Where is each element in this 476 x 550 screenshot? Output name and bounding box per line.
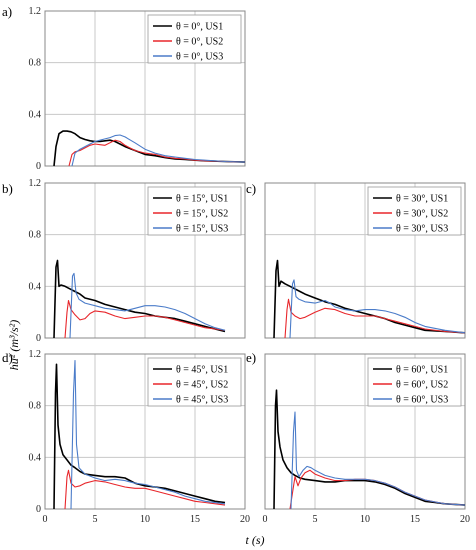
y-tick-label: 0.4 bbox=[29, 452, 42, 463]
y-tick-label: 0 bbox=[36, 504, 41, 515]
plot-frame bbox=[44, 182, 246, 339]
series-line-3 bbox=[71, 134, 246, 167]
y-tick-label: 1.2 bbox=[29, 178, 42, 189]
series-line-1 bbox=[273, 259, 466, 339]
x-tick-label: 10 bbox=[140, 514, 150, 525]
series-line-2 bbox=[284, 298, 466, 339]
legend: θ = 15°, US1 θ = 15°, US2 θ = 15°, US3 bbox=[147, 186, 242, 236]
x-tick-label: 5 bbox=[313, 514, 318, 525]
panel-letter: a) bbox=[2, 4, 12, 19]
series-line-3 bbox=[70, 359, 226, 510]
plot-frame bbox=[44, 353, 246, 510]
plot-frame bbox=[44, 10, 246, 167]
legend-entry: θ = 60°, US1 bbox=[396, 365, 448, 376]
series-line-1 bbox=[273, 389, 466, 510]
legend-entry: θ = 0°, US1 bbox=[176, 22, 223, 33]
series-line-3 bbox=[69, 272, 226, 339]
x-tick-label: 10 bbox=[360, 514, 370, 525]
legend-entry: θ = 15°, US1 bbox=[176, 194, 228, 205]
series-line-1 bbox=[53, 130, 246, 167]
legend-entry: θ = 45°, US3 bbox=[176, 395, 228, 406]
legend-entry: θ = 30°, US1 bbox=[396, 194, 448, 205]
y-tick-label: 0.8 bbox=[29, 230, 42, 241]
series-line-1 bbox=[53, 259, 226, 339]
y-tick-label: 0 bbox=[36, 333, 41, 344]
legend-entry: θ = 30°, US3 bbox=[396, 224, 448, 235]
y-tick-label: 0.4 bbox=[29, 109, 42, 120]
x-tick-label: 20 bbox=[460, 514, 470, 525]
x-tick-label: 15 bbox=[410, 514, 420, 525]
legend-entry: θ = 45°, US1 bbox=[176, 365, 228, 376]
x-tick-label: 0 bbox=[263, 514, 268, 525]
plot-frame bbox=[264, 353, 466, 510]
series-line-2 bbox=[64, 299, 226, 339]
legend-entry: θ = 0°, US3 bbox=[176, 52, 223, 63]
series-line-2 bbox=[68, 139, 246, 167]
x-tick-label: 15 bbox=[190, 514, 200, 525]
plot-frame bbox=[264, 182, 466, 339]
panel-letter: c) bbox=[246, 181, 256, 196]
panel-3: c) θ = 30°, US1 θ = 30°, US2 θ = 30°, US3 bbox=[246, 181, 466, 339]
legend-box bbox=[147, 186, 242, 236]
y-tick-label: 1.2 bbox=[29, 349, 42, 360]
legend-entry: θ = 60°, US2 bbox=[396, 380, 448, 391]
x-tick-label: 5 bbox=[93, 514, 98, 525]
legend-box bbox=[147, 357, 242, 407]
legend-entry: θ = 15°, US3 bbox=[176, 224, 228, 235]
legend-box bbox=[147, 14, 242, 64]
y-tick-label: 0.8 bbox=[29, 58, 42, 69]
y-axis-label: hu² (m³/s²) bbox=[7, 320, 21, 370]
legend-entry: θ = 15°, US2 bbox=[176, 209, 228, 220]
series-line-1 bbox=[53, 363, 226, 510]
legend-entry: θ = 30°, US2 bbox=[396, 209, 448, 220]
panel-letter: b) bbox=[2, 181, 13, 196]
x-tick-label: 0 bbox=[43, 514, 48, 525]
legend-entry: θ = 0°, US2 bbox=[176, 37, 223, 48]
legend-box bbox=[367, 186, 462, 236]
y-tick-label: 1.2 bbox=[29, 6, 42, 17]
panel-letter: e) bbox=[246, 350, 256, 365]
legend: θ = 60°, US1 θ = 60°, US2 θ = 60°, US3 bbox=[367, 357, 462, 407]
legend-entry: θ = 45°, US2 bbox=[176, 380, 228, 391]
legend: θ = 0°, US1 θ = 0°, US2 θ = 0°, US3 bbox=[147, 14, 242, 64]
legend: θ = 45°, US1 θ = 45°, US2 θ = 45°, US3 bbox=[147, 357, 242, 407]
x-axis-label: t (s) bbox=[246, 533, 265, 547]
y-tick-label: 0 bbox=[36, 161, 41, 172]
legend-entry: θ = 60°, US3 bbox=[396, 395, 448, 406]
y-tick-label: 0.8 bbox=[29, 401, 42, 412]
series-line-3 bbox=[289, 279, 466, 339]
legend: θ = 30°, US1 θ = 30°, US2 θ = 30°, US3 bbox=[367, 186, 462, 236]
legend-box bbox=[367, 357, 462, 407]
panel-letter: d) bbox=[2, 350, 13, 365]
series-line-3 bbox=[290, 411, 466, 510]
y-tick-label: 0.4 bbox=[29, 281, 42, 292]
x-tick-label: 20 bbox=[240, 514, 250, 525]
